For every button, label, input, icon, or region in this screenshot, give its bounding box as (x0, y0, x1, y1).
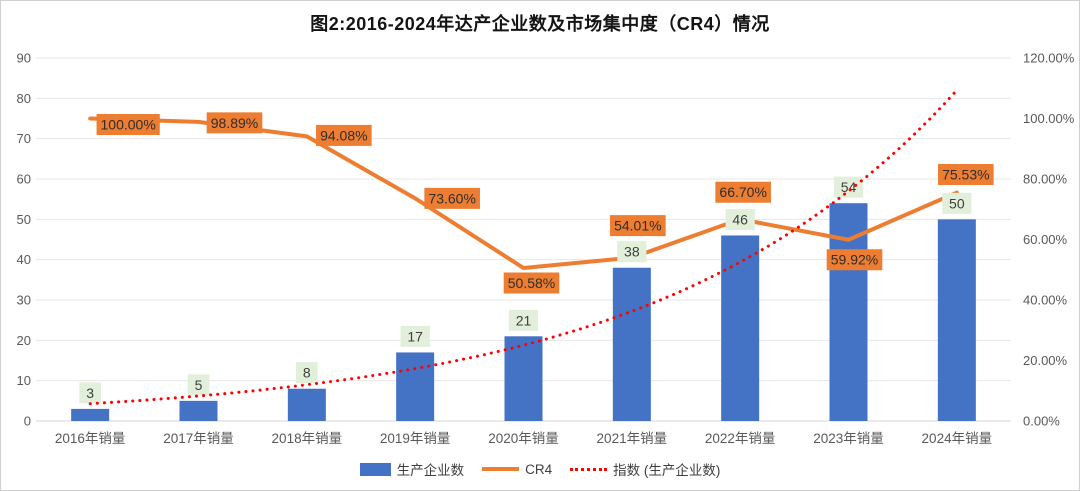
left-axis-tick: 50 (17, 212, 31, 227)
data-label-text: 17 (407, 328, 423, 344)
right-axis-tick: 120.00% (1023, 51, 1075, 66)
left-axis-tick: 20 (17, 333, 31, 348)
data-label-text: 94.08% (320, 127, 367, 143)
data-label-text: 46 (732, 211, 748, 227)
data-label-bg (187, 374, 210, 396)
data-label-text: 21 (516, 312, 532, 328)
data-label-bg (206, 112, 263, 134)
x-axis-label: 2020年销量 (488, 431, 559, 446)
chart-title: 图2:2016-2024年达产企业数及市场集中度（CR4）情况 (310, 14, 770, 34)
left-axis-tick: 60 (17, 172, 31, 187)
bar-2021年销量 (612, 267, 651, 421)
data-label-bg (610, 215, 666, 237)
data-label-text: 5 (195, 377, 203, 393)
legend-swatch-bar (359, 462, 391, 476)
data-label-bg (503, 272, 560, 294)
left-axis-tick: 30 (17, 293, 31, 308)
chart-legend: 生产企业数 CR4 指数 (生产企业数) (1, 459, 1079, 479)
data-label-bg (938, 164, 994, 186)
data-label-text: 54 (841, 179, 857, 195)
data-label-bg (400, 325, 430, 347)
right-axis-tick: 0.00% (1023, 414, 1060, 429)
right-axis-tick: 20.00% (1023, 353, 1068, 368)
left-axis-tick: 0 (24, 414, 31, 429)
data-label-bg (424, 187, 480, 209)
legend-item-bar: 生产企业数 (359, 459, 465, 479)
legend-item-line: CR4 (482, 462, 552, 477)
legend-swatch-line (482, 467, 520, 471)
right-axis-tick: 100.00% (1023, 111, 1075, 126)
data-label-bg (508, 309, 539, 331)
data-label-text: 38 (624, 244, 640, 260)
data-label-bg (826, 249, 883, 271)
data-label-bg (715, 181, 771, 203)
bar-2024年销量 (937, 219, 976, 421)
data-label-text: 54.01% (614, 218, 661, 234)
legend-label: CR4 (525, 461, 553, 477)
bar-2019年销量 (396, 352, 435, 421)
bar-2016年销量 (71, 408, 110, 421)
bar-2022年销量 (721, 235, 760, 421)
data-label-text: 66.70% (719, 184, 766, 200)
right-axis-tick: 40.00% (1023, 293, 1068, 308)
x-axis-label: 2023年销量 (813, 431, 884, 446)
data-label-bg (725, 208, 755, 230)
data-label-bg (942, 192, 972, 214)
cr4-line (88, 116, 959, 270)
data-label-bg (96, 114, 160, 135)
data-label-bg (617, 241, 647, 263)
left-axis-tick: 40 (17, 252, 31, 267)
left-axis-tick: 80 (17, 91, 31, 106)
right-axis-tick: 80.00% (1023, 172, 1068, 187)
legend-item-dotted: 指数 (生产企业数) (570, 459, 720, 479)
data-label-text: 75.53% (942, 167, 989, 183)
data-label-bg (833, 176, 864, 198)
data-label-text: 100.00% (101, 117, 156, 133)
left-axis-tick: 90 (17, 51, 31, 66)
x-axis-label: 2018年销量 (272, 431, 343, 446)
x-axis-label: 2019年销量 (380, 431, 451, 446)
x-axis-label: 2021年销量 (597, 431, 668, 446)
bar-2017年销量 (179, 400, 218, 421)
x-axis-label: 2024年销量 (922, 431, 993, 446)
data-label-text: 8 (303, 365, 311, 381)
data-label-text: 73.60% (428, 190, 475, 206)
data-label-text: 98.89% (211, 115, 258, 131)
x-axis-label: 2017年销量 (163, 431, 234, 446)
bar-2018年销量 (287, 388, 326, 421)
data-label-bg (79, 382, 101, 404)
data-label-text: 3 (86, 385, 94, 401)
data-label-bg (316, 124, 372, 146)
right-axis-tick: 60.00% (1023, 232, 1068, 247)
data-label-text: 59.92% (831, 252, 878, 268)
legend-swatch-dotted (570, 467, 608, 471)
x-axis-label: 2022年销量 (705, 431, 776, 446)
data-label-text: 50.58% (508, 275, 555, 291)
data-label-bg (296, 362, 318, 384)
legend-label: 指数 (生产企业数) (613, 463, 721, 478)
legend-label: 生产企业数 (396, 463, 465, 478)
left-axis-tick: 10 (17, 373, 31, 388)
data-label-text: 50 (949, 195, 965, 211)
left-axis-tick: 70 (17, 131, 31, 146)
x-axis-label: 2016年销量 (55, 431, 126, 446)
bar-2020年销量 (504, 336, 543, 421)
